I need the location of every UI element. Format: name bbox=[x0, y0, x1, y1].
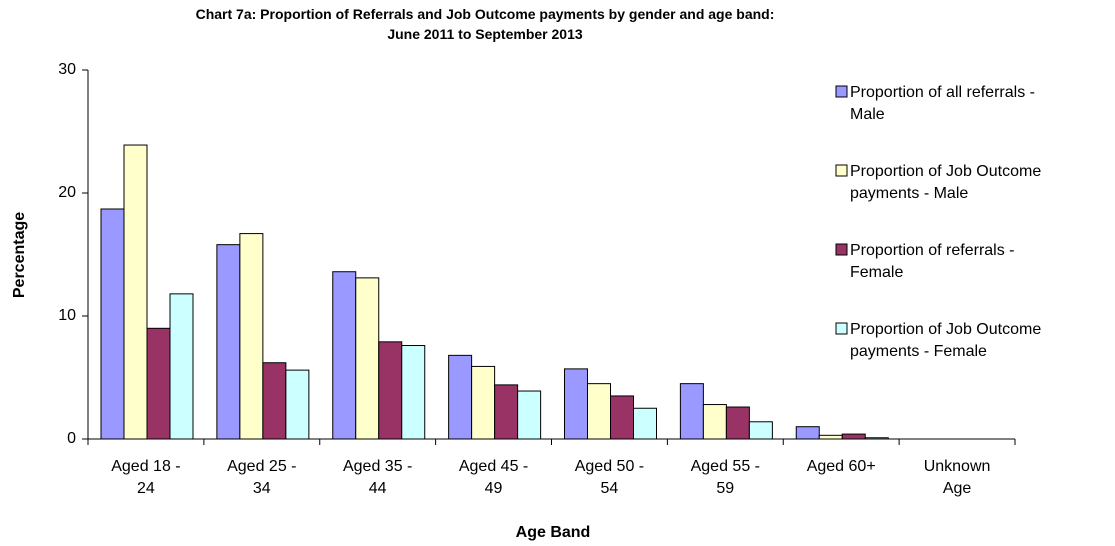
y-tick-label: 10 bbox=[58, 307, 76, 324]
legend-label: Proportion of Job Outcome payments - Fem… bbox=[850, 321, 1042, 360]
bar bbox=[587, 383, 611, 440]
bar bbox=[332, 271, 357, 440]
x-tick-label: Aged 50 - 54 bbox=[574, 458, 645, 497]
bar bbox=[494, 384, 519, 440]
y-tick-label: 0 bbox=[67, 430, 76, 447]
legend-swatch bbox=[835, 85, 848, 98]
x-tick-label: Unknown Age bbox=[923, 458, 991, 497]
legend-label: Proportion of Job Outcome payments - Mal… bbox=[850, 163, 1042, 202]
legend-swatch bbox=[835, 164, 848, 177]
x-tick-label: Aged 60+ bbox=[806, 458, 876, 475]
bar bbox=[725, 406, 750, 440]
bar bbox=[146, 327, 171, 440]
bar bbox=[285, 369, 310, 440]
legend-label: Proportion of all referrals - Male bbox=[850, 84, 1035, 123]
y-axis-title: Percentage bbox=[11, 212, 28, 298]
x-axis-title: Age Band bbox=[515, 524, 591, 541]
x-tick-label: Aged 25 - 34 bbox=[227, 458, 297, 497]
legend-swatch bbox=[835, 322, 848, 335]
bar bbox=[401, 345, 426, 440]
bar bbox=[517, 390, 542, 440]
y-tick-label: 30 bbox=[58, 61, 76, 78]
bar bbox=[216, 244, 241, 440]
x-tick-label: Aged 45 - 49 bbox=[458, 458, 529, 497]
bar bbox=[355, 277, 380, 440]
bar bbox=[471, 365, 496, 440]
bar bbox=[841, 433, 866, 440]
bar bbox=[378, 341, 403, 440]
bar bbox=[748, 421, 773, 440]
x-tick-label: Aged 35 - 44 bbox=[342, 458, 413, 497]
bar bbox=[169, 293, 194, 440]
x-tick-label: Aged 18 - 24 bbox=[111, 458, 181, 497]
bar bbox=[564, 368, 588, 440]
bar bbox=[239, 233, 264, 440]
bar bbox=[818, 434, 843, 440]
bar bbox=[123, 144, 148, 440]
x-tick-label: Aged 55 - 59 bbox=[690, 458, 760, 497]
legend-label: Proportion of referrals - Female bbox=[850, 242, 1015, 281]
bar bbox=[100, 208, 125, 440]
bar bbox=[262, 362, 287, 440]
bar bbox=[795, 426, 820, 440]
bar bbox=[679, 383, 704, 440]
chart-title: Chart 7a: Proportion of Referrals and Jo… bbox=[195, 6, 775, 42]
bar bbox=[864, 437, 889, 440]
legend-swatch bbox=[835, 243, 848, 256]
bar bbox=[633, 407, 657, 440]
bar bbox=[702, 404, 727, 440]
bar bbox=[610, 395, 634, 440]
bar bbox=[448, 354, 473, 440]
y-tick-label: 20 bbox=[58, 184, 76, 201]
